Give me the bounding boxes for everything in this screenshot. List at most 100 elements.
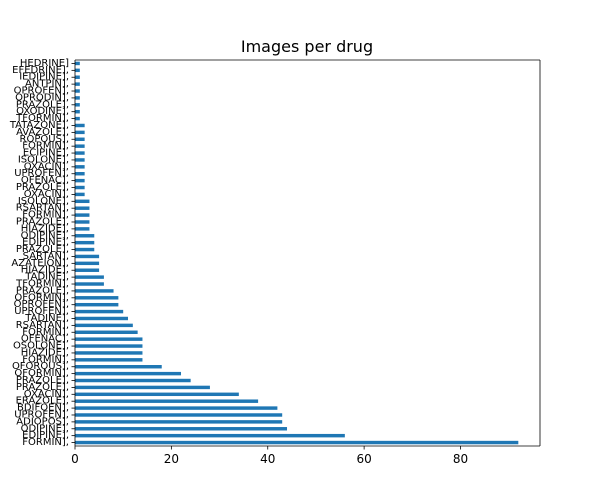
y-tick-label: UPROFEN], xyxy=(14,409,69,420)
bar xyxy=(75,302,119,307)
y-tick-label: OPROFEN], xyxy=(14,299,69,310)
y-tick-label: FORMIN], xyxy=(22,210,69,221)
bar xyxy=(75,413,283,417)
y-tick-label: ODIPINE], xyxy=(21,423,69,434)
bar xyxy=(75,185,85,190)
bar xyxy=(75,323,133,328)
bar xyxy=(75,296,119,300)
bar xyxy=(75,178,85,183)
bar xyxy=(75,427,288,431)
y-tick-label: UPROFEN], xyxy=(14,306,69,317)
bar xyxy=(75,440,519,445)
y-tick-label: PRAZOLE], xyxy=(16,182,69,193)
bar xyxy=(75,158,85,162)
y-tick-label: OPROFEN], xyxy=(14,86,69,97)
y-tick-label: EDIPINE], xyxy=(22,430,69,441)
y-tick-label: TADINE], xyxy=(24,272,69,283)
bar xyxy=(75,309,124,314)
bar xyxy=(75,275,104,279)
bar xyxy=(75,371,182,376)
bar xyxy=(75,192,85,197)
x-tick-label: 80 xyxy=(453,452,468,466)
chart-title: Images per drug xyxy=(241,37,373,56)
y-tick-label: ERAZOLE], xyxy=(16,396,69,407)
y-tick-label: ISOLONE], xyxy=(18,154,69,165)
y-tick-label: BDIFOEN], xyxy=(17,403,69,414)
bar xyxy=(75,254,100,259)
bar xyxy=(75,234,95,238)
bar xyxy=(75,137,85,141)
bar xyxy=(75,268,100,272)
y-tick-label: OXACIN], xyxy=(24,189,69,200)
y-tick-label: FORMIN], xyxy=(22,141,69,152)
y-tick-label: PRAZOLE], xyxy=(16,382,69,393)
y-tick-label: FORMIN], xyxy=(22,437,69,448)
bar xyxy=(75,68,80,73)
bar xyxy=(75,227,90,231)
x-tick-label: 60 xyxy=(356,452,371,466)
bar xyxy=(75,316,129,321)
bar xyxy=(75,330,138,334)
bar xyxy=(75,282,104,286)
bar xyxy=(75,247,95,252)
y-tick-label: ANTPIN], xyxy=(25,79,69,90)
bar xyxy=(75,399,259,403)
x-tick-label: 20 xyxy=(164,452,179,466)
y-tick-label: ECIPINE], xyxy=(23,148,69,159)
bar xyxy=(75,433,345,438)
y-tick-label: PRAZOLE], xyxy=(16,216,69,227)
bar xyxy=(75,123,85,128)
bar xyxy=(75,351,143,355)
bar xyxy=(75,75,80,79)
bar xyxy=(75,344,143,348)
y-tick-label: ODIPINE], xyxy=(21,230,69,241)
y-tick-label: HIAZIDE], xyxy=(21,347,69,358)
y-tick-label: OXACIN], xyxy=(24,389,69,400)
y-tick-label: FORMIN], xyxy=(22,354,69,365)
bar xyxy=(75,103,80,107)
y-tick-label: OFENAC], xyxy=(21,334,69,345)
y-tick-label: OFOROUS], xyxy=(12,361,69,372)
x-tick-label: 40 xyxy=(260,452,275,466)
bar xyxy=(75,261,100,266)
y-tick-label: OFORMIN], xyxy=(14,292,69,303)
y-tick-label: AVAZOLE], xyxy=(16,127,69,138)
bar xyxy=(75,337,143,341)
bar xyxy=(75,130,85,135)
x-tick-label: 0 xyxy=(71,452,79,466)
bar xyxy=(75,365,162,369)
y-tick-label: OFORMIN], xyxy=(14,368,69,379)
y-tick-label: IEDIPINE], xyxy=(19,72,69,83)
bar xyxy=(75,89,80,93)
y-tick-label: HIAZIDE], xyxy=(21,223,69,234)
y-tick-label: EDIPINE], xyxy=(22,237,69,248)
y-tick-label: HEDRINE] xyxy=(20,58,69,69)
bar xyxy=(75,289,114,293)
bar xyxy=(75,172,85,176)
y-tick-label: OPRODIN], xyxy=(15,92,69,103)
bar xyxy=(75,199,90,204)
bar xyxy=(75,165,85,169)
y-tick-label: HIAZIDE], xyxy=(21,265,69,276)
bar xyxy=(75,240,95,245)
y-tick-label: OFENAC], xyxy=(21,175,69,186)
bar xyxy=(75,61,80,66)
bar xyxy=(75,392,239,397)
y-tick-label: PRAZOLE], xyxy=(16,285,69,296)
bar xyxy=(75,109,80,114)
bar xyxy=(75,151,85,155)
bar xyxy=(75,220,90,224)
bar xyxy=(75,206,90,210)
y-tick-label: TADINE], xyxy=(24,313,69,324)
y-tick-label: TFORMIN], xyxy=(15,279,69,290)
y-tick-label: EFEDRINE], xyxy=(12,65,69,76)
y-tick-label: PRAZOLE], xyxy=(16,375,69,386)
y-tick-label: RSARTAN], xyxy=(16,320,69,331)
y-tick-label: FORMIN], xyxy=(22,327,69,338)
y-tick-label: PRAZOLE], xyxy=(16,99,69,110)
y-tick-label: PRAZOLE], xyxy=(16,244,69,255)
bar xyxy=(75,420,283,424)
y-tick-label: RSARTAN], xyxy=(16,203,69,214)
